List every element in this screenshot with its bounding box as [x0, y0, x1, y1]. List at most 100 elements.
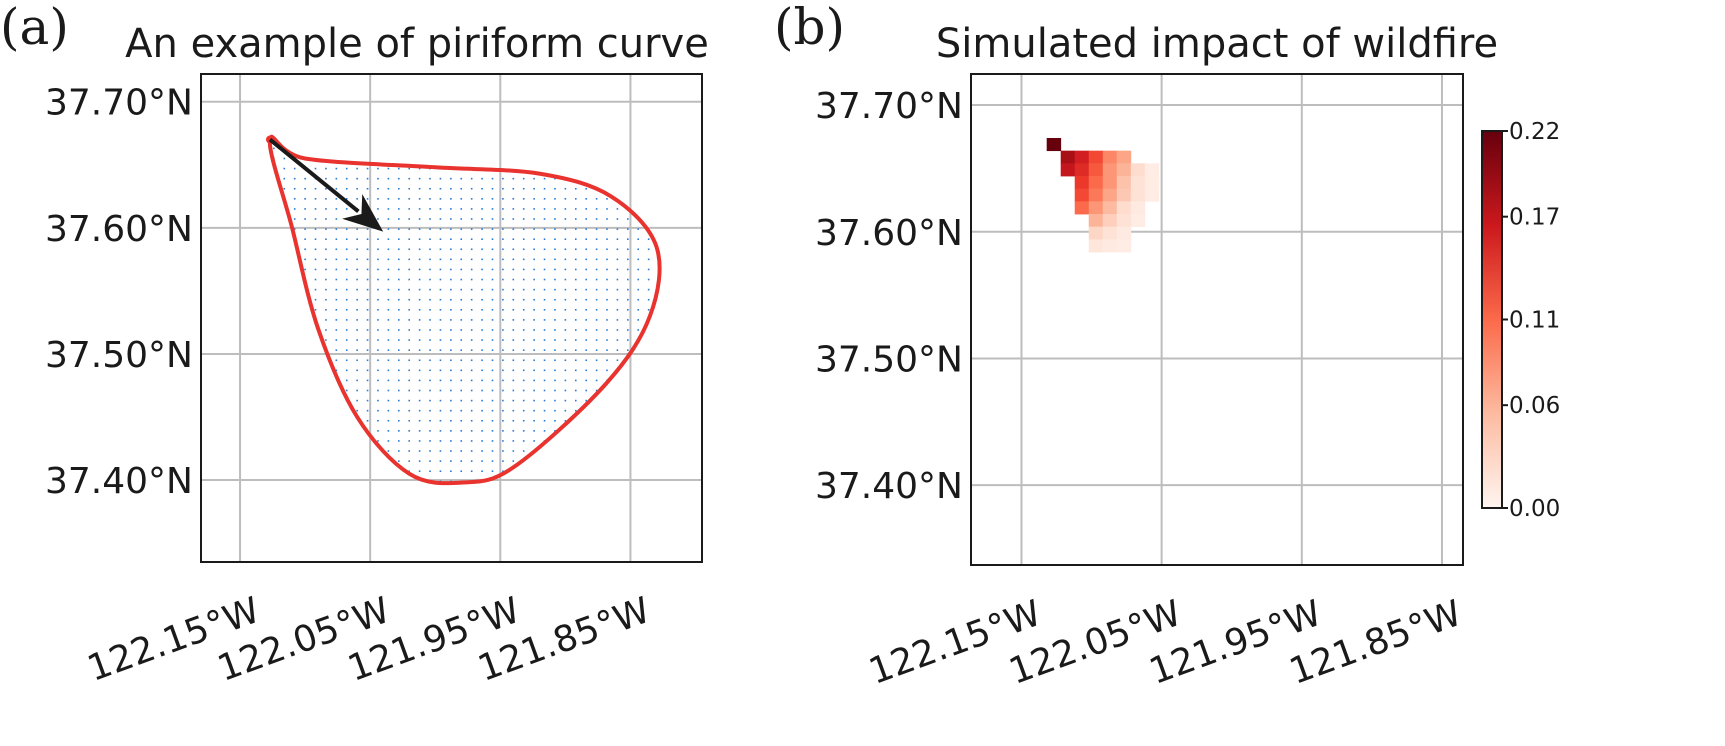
- interior-point: [377, 177, 379, 180]
- interior-point: [512, 187, 515, 190]
- interior-point: [293, 167, 296, 170]
- heatmap-cell: [1116, 176, 1132, 190]
- interior-point: [283, 167, 286, 170]
- interior-point: [418, 450, 421, 452]
- interior-point: [470, 218, 473, 220]
- interior-point: [481, 187, 483, 190]
- interior-point: [418, 208, 421, 210]
- interior-point: [585, 268, 587, 271]
- heatmap-cell: [1074, 188, 1090, 202]
- interior-point: [616, 288, 619, 291]
- interior-point: [585, 208, 587, 210]
- interior-point: [533, 198, 535, 200]
- interior-point: [450, 288, 452, 291]
- interior-point: [491, 298, 494, 301]
- interior-point: [450, 460, 452, 462]
- interior-point: [345, 359, 348, 362]
- direction-arrow: [268, 138, 384, 232]
- interior-point: [491, 288, 494, 291]
- interior-point: [647, 288, 650, 291]
- interior-point: [450, 319, 452, 321]
- interior-point: [627, 238, 629, 240]
- interior-point: [574, 248, 577, 251]
- interior-point: [335, 218, 338, 220]
- interior-point: [585, 218, 587, 220]
- interior-point: [408, 167, 411, 170]
- interior-point: [397, 278, 400, 281]
- interior-point: [502, 298, 504, 301]
- interior-point: [366, 399, 369, 402]
- interior-point: [512, 419, 515, 422]
- interior-point: [637, 288, 640, 291]
- interior-point: [408, 450, 411, 452]
- interior-point: [408, 268, 411, 271]
- interior-point: [408, 409, 411, 412]
- interior-point: [637, 228, 640, 230]
- interior-point: [491, 268, 494, 271]
- interior-point: [627, 258, 629, 261]
- interior-point: [439, 329, 442, 331]
- interior-point: [491, 198, 494, 200]
- interior-point: [429, 288, 431, 291]
- interior-point: [450, 329, 452, 331]
- interior-point: [418, 389, 421, 392]
- interior-point: [637, 298, 640, 301]
- interior-point: [418, 369, 421, 372]
- heatmap-cell: [1088, 226, 1104, 240]
- panel-a-grid: [201, 74, 702, 562]
- interior-point: [418, 309, 421, 311]
- interior-point: [481, 319, 483, 321]
- interior-point: [429, 339, 431, 341]
- interior-point: [314, 208, 317, 210]
- interior-point: [429, 419, 431, 422]
- interior-point: [304, 228, 306, 230]
- interior-point: [429, 177, 431, 180]
- interior-point: [345, 268, 348, 271]
- interior-point: [377, 238, 379, 240]
- interior-point: [377, 208, 379, 210]
- heatmap-cell: [1116, 214, 1132, 228]
- interior-point: [450, 238, 452, 240]
- interior-point: [366, 177, 369, 180]
- interior-point: [387, 248, 390, 251]
- interior-point: [387, 379, 390, 382]
- interior-point: [470, 329, 473, 331]
- interior-point: [574, 319, 577, 321]
- interior-point: [335, 238, 338, 240]
- interior-point: [554, 419, 556, 422]
- interior-point: [481, 450, 483, 452]
- interior-point: [377, 288, 379, 291]
- interior-point: [345, 389, 348, 392]
- interior-point: [345, 309, 348, 311]
- interior-point: [397, 349, 400, 351]
- interior-point: [325, 228, 327, 230]
- interior-point: [564, 228, 567, 230]
- interior-point: [314, 248, 317, 251]
- interior-point: [450, 258, 452, 261]
- interior-point: [554, 309, 556, 311]
- interior-point: [595, 198, 598, 200]
- panel-a-y-tick-label: 37.60°N: [45, 209, 193, 250]
- interior-point: [377, 187, 379, 190]
- interior-point: [564, 248, 567, 251]
- interior-point: [585, 238, 587, 240]
- interior-point: [418, 399, 421, 402]
- interior-point: [637, 329, 640, 331]
- interior-point: [512, 309, 515, 311]
- interior-point: [502, 359, 504, 362]
- piriform-curve: [267, 134, 662, 486]
- interior-point: [595, 319, 598, 321]
- interior-point: [429, 430, 431, 432]
- interior-point: [397, 309, 400, 311]
- interior-point: [408, 248, 411, 251]
- interior-point: [439, 359, 442, 362]
- interior-point: [491, 359, 494, 362]
- interior-point: [450, 177, 452, 180]
- interior-point: [554, 198, 556, 200]
- interior-point: [512, 329, 515, 331]
- interior-point: [387, 208, 390, 210]
- interior-point: [595, 359, 598, 362]
- interior-point: [574, 409, 577, 412]
- interior-point: [585, 349, 587, 351]
